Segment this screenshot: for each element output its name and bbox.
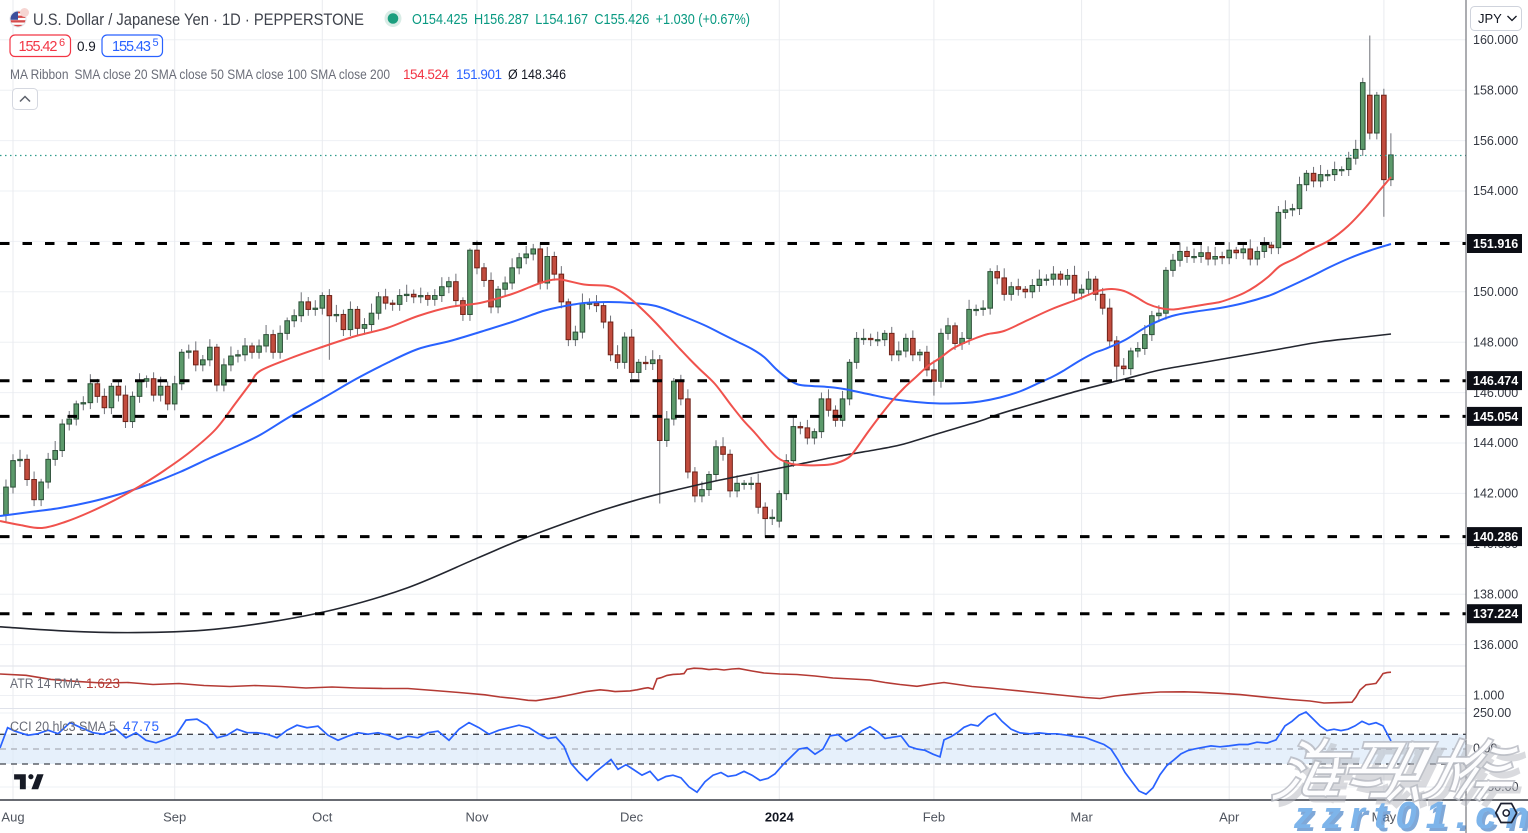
svg-text:Ø 148.346: Ø 148.346 [508,67,566,82]
svg-text:151.901: 151.901 [456,67,502,82]
svg-text:MA Ribbon SMA close 20 SMA clo: MA Ribbon SMA close 20 SMA close 50 SMA … [10,67,390,82]
svg-text:Nov: Nov [465,810,489,825]
svg-text:Aug: Aug [1,810,24,825]
svg-text:250.00: 250.00 [1473,706,1511,720]
svg-text:160.000: 160.000 [1473,33,1518,47]
svg-text:U.S. Dollar / Japanese Yen · 1: U.S. Dollar / Japanese Yen · 1D · PEPPER… [33,10,364,29]
svg-text:Oct: Oct [312,810,333,825]
svg-text:154.524: 154.524 [403,67,449,82]
svg-text:155.43: 155.43 [112,39,151,55]
svg-text:142.000: 142.000 [1473,487,1518,501]
svg-text:O154.425 H156.287 L154.167 C15: O154.425 H156.287 L154.167 C155.426 +1.0… [412,11,750,28]
svg-text:140.286: 140.286 [1473,530,1518,544]
svg-text:1.623: 1.623 [86,676,120,691]
svg-text:1.000: 1.000 [1473,689,1504,703]
svg-text:CCI 20 hlc3 SMA 5: CCI 20 hlc3 SMA 5 [10,719,116,734]
svg-text:Sep: Sep [163,810,186,825]
svg-text:5: 5 [153,37,159,49]
svg-text:ATR 14 RMA: ATR 14 RMA [10,676,81,691]
svg-text:6: 6 [59,37,65,49]
svg-text:158.000: 158.000 [1473,83,1518,97]
svg-text:zzrt01.cn: zzrt01.cn [1293,795,1528,833]
svg-text:138.000: 138.000 [1473,587,1518,601]
svg-text:2024: 2024 [765,810,795,825]
svg-text:0.9: 0.9 [77,39,96,54]
svg-text:zzrt01.cn: zzrt01.cn [1296,798,1528,833]
svg-text:155.42: 155.42 [19,39,58,55]
svg-text:137.224: 137.224 [1473,607,1518,621]
svg-text:Apr: Apr [1219,810,1240,825]
svg-text:136.000: 136.000 [1473,638,1518,652]
svg-text:Dec: Dec [620,810,644,825]
svg-text:JPY: JPY [1478,11,1502,26]
svg-text:May: May [1372,810,1397,825]
svg-text:148.000: 148.000 [1473,335,1518,349]
svg-text:47.75: 47.75 [123,719,159,734]
svg-text:156.000: 156.000 [1473,134,1518,148]
svg-text:154.000: 154.000 [1473,184,1518,198]
svg-text:Feb: Feb [923,810,945,825]
svg-text:146.474: 146.474 [1473,374,1518,388]
svg-text:144.000: 144.000 [1473,436,1518,450]
svg-text:150.000: 150.000 [1473,285,1518,299]
svg-text:145.054: 145.054 [1473,410,1518,424]
svg-text:Mar: Mar [1070,810,1093,825]
svg-text:151.916: 151.916 [1473,237,1518,251]
